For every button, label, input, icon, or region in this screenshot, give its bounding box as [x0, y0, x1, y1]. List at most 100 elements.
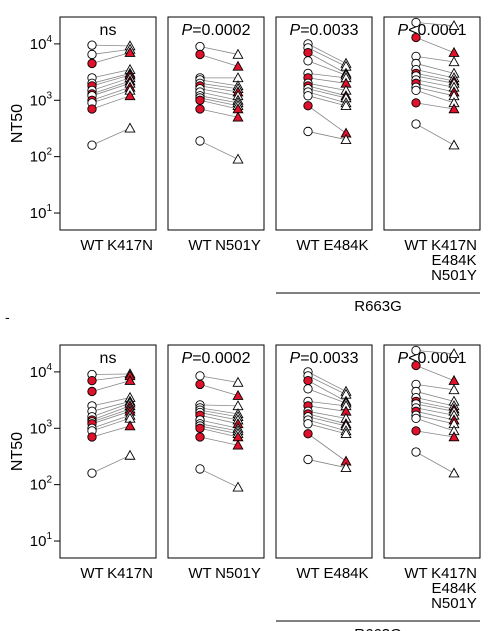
- chart-1-panel-3-pair-line-8: [307, 88, 347, 99]
- chart-2-panel-1-frame: [59, 344, 157, 559]
- chart-2-panel-3-xlabel-wt: WT: [296, 565, 319, 582]
- chart-2-panel-4-pair-line-3: [415, 391, 455, 402]
- chart-1-panel-2-wt-point-12: [195, 136, 205, 146]
- chart-2-panel-1-pair-line-8: [91, 410, 131, 425]
- chart-2-panel-3: P=0.0033 WT E484K: [275, 344, 373, 582]
- chart-1-panel-1-pair-line-4: [91, 72, 131, 84]
- chart-1-panel-3: P=0.0033 WT E484K: [275, 16, 373, 254]
- chart-1-panel-4-xlabel-variant: K417N E484K N501Y: [431, 237, 477, 284]
- chart-2-panel-4-pair-line-10: [415, 417, 455, 432]
- chart-1-panel-2-pair-line-3: [199, 79, 239, 87]
- chart-2-panel-1-pair-line-11: [91, 425, 131, 438]
- chart-1-panel-3-mut-point-10: [340, 100, 352, 111]
- chart-1-panel-1-pair-line-10: [91, 89, 131, 104]
- chart-1-panel-3-xlabel-wt: WT: [296, 237, 319, 254]
- chart-2-panel-1-wt-point-11: [87, 432, 97, 442]
- chart-2-panel-4-wt-point-0: [411, 345, 421, 356]
- chart-1-panel-1-mut-point-11: [124, 90, 136, 101]
- chart-1-panel-1-pair-line-3: [91, 69, 131, 79]
- chart-1-panel-4-mut-point-12: [448, 139, 460, 150]
- chart-2-panel-3-xlabel-variant: E484K: [323, 565, 368, 582]
- chart-1-panel-1-wt-point-11: [87, 104, 97, 114]
- chart-2-panel-3-pair-line-10: [307, 423, 347, 435]
- chart-2-panel-1-pair-line-5: [91, 402, 131, 418]
- chart-2-panel-2-stat: P=0.0002: [182, 350, 251, 367]
- chart-2-panel-2-pair-line-3: [199, 407, 239, 415]
- chart-2-panel-1-xlabel-variant: K417N: [107, 565, 153, 582]
- chart-2-panel-4-pair-line-2: [415, 384, 455, 391]
- chart-2-panel-1-pair-line-7: [91, 408, 131, 423]
- chart-1-panel-4-wt-point-12: [411, 119, 421, 129]
- chart-2-panel-4-xlabel-variant: K417N E484K N501Y: [431, 565, 477, 612]
- chart-1-panel-4-pair-line-11: [415, 102, 455, 110]
- chart-1-panel-2-mut-point-11: [232, 111, 244, 122]
- chart-1-panel-3-wt-point-3: [303, 56, 313, 66]
- chart-2-panel-4-pair-line-12: [415, 451, 455, 474]
- chart-1-panel-4-pair-line-8: [415, 82, 455, 93]
- chart-2-panel-1-pair-line-2: [91, 380, 131, 392]
- chart-1-panel-3-stat: P=0.0033: [290, 22, 359, 39]
- chart-1-panel-3-pair-line-12: [307, 131, 347, 141]
- chart-2-panel-1-mut-point-2: [124, 374, 136, 385]
- chart-1-panel-2-pair-line-7: [199, 91, 239, 101]
- chart-1-panel-1-pair-line-1: [91, 48, 131, 55]
- chart-2-panel-3-wt-point-10: [303, 419, 313, 429]
- chart-1-panel-1-xlabel-variant: K417N: [107, 237, 153, 254]
- chart-1-ytick-label-3: 104: [30, 34, 53, 53]
- chart-2-panel-1: ns WT K417N: [59, 344, 157, 582]
- chart-2-panel-4-wt-point-10: [411, 413, 421, 423]
- chart-1-panel-2-pair-line-8: [199, 95, 239, 104]
- chart-2-panel-1-pair-line-1: [91, 375, 131, 382]
- chart-1-panel-3-pair-line-3: [307, 60, 347, 76]
- chart-2-panel-4-pair-line-7: [415, 407, 455, 416]
- chart-1-panel-2-stat: P=0.0002: [182, 22, 251, 39]
- chart-2-panel-2-frame: [167, 344, 265, 559]
- chart-2-panel-4-wt-point-1: [411, 360, 421, 371]
- chart-1-panel-4-pair-line-7: [415, 79, 455, 88]
- chart-2-panel-3-pair-line-2: [307, 380, 347, 402]
- chart-2-panel-2-pair-line-6: [199, 414, 239, 425]
- chart-2-ytick-label-1: 102: [30, 475, 53, 494]
- chart-1-panel-4-wt-point-11: [411, 98, 421, 108]
- chart-1-panel-4-pair-line-0: [415, 22, 455, 27]
- chart-2-panel-1-stat: ns: [100, 350, 117, 367]
- chart-2-group-label: R663G: [354, 626, 402, 631]
- chart-2-panel-4-mut-point-0: [448, 348, 460, 359]
- chart-2-panel-2-pair-line-9: [199, 425, 239, 435]
- chart-1-panel-3-pair-line-7: [307, 85, 347, 97]
- chart-1-panel-2-xlabel-wt: WT: [188, 237, 211, 254]
- chart-2-panel-2-mut-point-0: [232, 376, 244, 387]
- chart-2-panel-2-pair-line-1: [199, 384, 239, 396]
- chart-2-panel-2-pair-line-4: [199, 409, 239, 418]
- chart-2-panel-4-mut-point-11: [448, 431, 460, 442]
- chart-1-panel-3-xlabel-variant: E484K: [323, 237, 368, 254]
- chart-1-panel-4-pair-line-5: [415, 72, 455, 82]
- chart-2-panel-2: P=0.0002 WT N501Y: [167, 344, 265, 582]
- chart-1-panel-2-wt-point-10: [195, 95, 205, 105]
- chart-1-panel-4-pair-line-6: [415, 75, 455, 84]
- chart-2-panel-1-pair-line-6: [91, 405, 131, 421]
- chart-2-panel-3-stat: P=0.0033: [290, 350, 359, 367]
- chart-1-ytick-label-1: 102: [30, 147, 53, 166]
- chart-2-panel-4-pair-line-4: [415, 397, 455, 407]
- chart-2-panel-4-pair-line-1: [415, 365, 455, 382]
- chart-1-panel-3-wt-point-11: [303, 101, 313, 111]
- chart-2-panel-2-mut-point-1: [232, 389, 244, 400]
- chart-2-panel-4-pair-line-6: [415, 403, 455, 412]
- chart-1-panel-2: P=0.0002 WT N501Y: [167, 16, 265, 254]
- chart-1-panel-2-pair-line-5: [199, 85, 239, 93]
- chart-1-panel-2-frame: [167, 16, 265, 231]
- chart-1-panel-4-pair-line-2: [415, 56, 455, 63]
- chart-2-panel-4-xlabel-wt: WT: [404, 565, 427, 582]
- chart-1-panel-4-mut-point-0: [448, 20, 460, 31]
- chart-2-panel-1-pair-line-3: [91, 397, 131, 407]
- chart-2-panel-2-wt-point-12: [195, 464, 205, 474]
- chart-2-panel-3-pair-line-6: [307, 410, 347, 419]
- chart-1-panel-4-pair-line-9: [415, 86, 455, 97]
- chart-2-panel-2-wt-point-1: [195, 379, 205, 390]
- chart-2-ytick-label-3: 104: [30, 362, 53, 381]
- chart-1-panel-2-pair-line-6: [199, 88, 239, 97]
